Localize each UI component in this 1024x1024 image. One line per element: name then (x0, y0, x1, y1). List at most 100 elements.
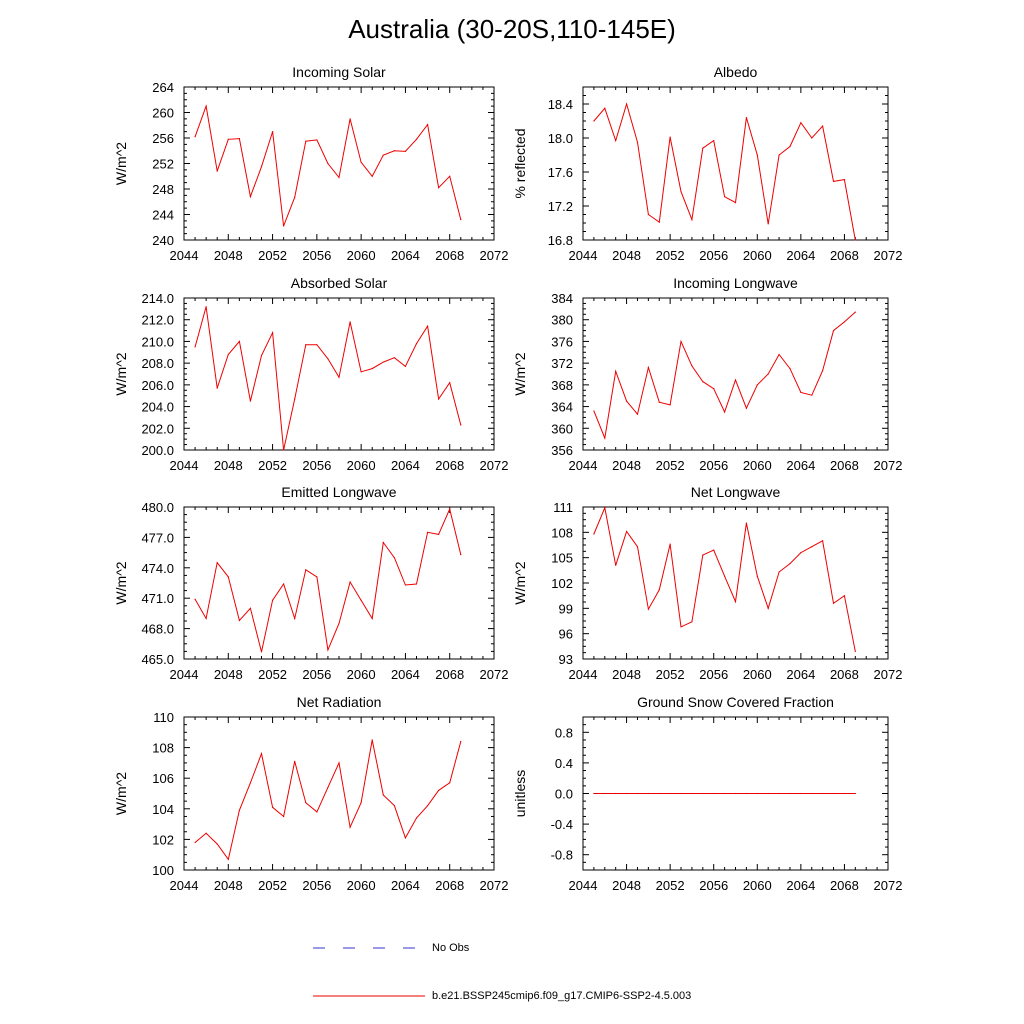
x-tick-label: 2044 (170, 458, 199, 473)
legend-model-label: b.e21.BSSP245cmip6.f09_g17.CMIP6-SSP2-4.… (432, 990, 692, 1002)
y-axis-label: W/m^2 (113, 772, 129, 815)
chart-panel: 2044 2048 2052 2056 2060 2064 2068 2072 465.0 468… (113, 484, 508, 682)
y-tick-label: 208.0 (141, 356, 174, 371)
data-point (789, 792, 791, 795)
data-point (800, 552, 802, 554)
data-point (294, 398, 296, 400)
data-point (854, 239, 856, 241)
data-point (371, 739, 373, 741)
data-point (449, 175, 451, 177)
x-tick-label: 2044 (569, 667, 598, 682)
data-point (604, 792, 606, 795)
data-point (691, 621, 693, 623)
data-point (734, 600, 737, 603)
data-point (702, 381, 704, 383)
data-point (194, 136, 196, 138)
plot-frame (183, 297, 495, 451)
x-tick-label: 2048 (612, 667, 641, 682)
x-tick-label: 2052 (258, 458, 287, 473)
x-tick-label: 2060 (743, 878, 772, 893)
data-point (283, 449, 285, 451)
data-point (194, 598, 196, 600)
data-point (822, 540, 824, 542)
y-axis-label: W/m^2 (113, 561, 129, 604)
data-point (449, 782, 451, 784)
data-point (724, 575, 726, 577)
data-point (382, 154, 384, 156)
data-point (216, 170, 218, 172)
data-point (745, 792, 747, 795)
y-tick-label: 105 (551, 551, 573, 566)
data-point (249, 607, 252, 609)
data-point (415, 343, 418, 345)
data-point (249, 782, 252, 784)
data-point (460, 554, 462, 556)
data-point (260, 354, 263, 357)
y-tick-label: 210.0 (141, 334, 174, 349)
data-point (615, 139, 617, 142)
data-point (294, 196, 296, 198)
data-point (789, 562, 791, 565)
data-point (724, 792, 726, 795)
legend-obs-label: No Obs (432, 942, 470, 954)
chart-panel: 2044 2048 2052 2056 2060 2064 2068 2072 100 102 10… (113, 694, 508, 893)
x-tick-label: 2060 (347, 667, 376, 682)
x-tick-label: 2048 (612, 878, 641, 893)
data-point (756, 154, 758, 156)
y-tick-label: 106 (152, 771, 174, 786)
data-point (327, 649, 329, 651)
series-line (194, 739, 462, 861)
chart-panel: 2044 2048 2052 2056 2060 2064 2068 2072 93 96 99 10… (512, 484, 902, 682)
y-tick-label: 256 (152, 131, 174, 146)
data-point (283, 225, 285, 227)
data-point (426, 325, 429, 327)
y-tick-label: 100 (152, 863, 174, 878)
data-point (371, 175, 373, 177)
data-point (767, 373, 769, 375)
data-point (216, 562, 218, 564)
x-tick-label: 2044 (569, 878, 598, 893)
data-point (593, 410, 595, 412)
data-point (360, 371, 362, 373)
data-point (702, 792, 704, 795)
data-point (756, 575, 758, 577)
y-tick-label: 202.0 (141, 421, 174, 436)
data-point (216, 843, 218, 845)
data-point (271, 131, 274, 133)
data-point (404, 837, 407, 839)
data-point (767, 223, 769, 225)
data-point (426, 805, 429, 807)
data-point (789, 145, 791, 148)
y-tick-label: 206.0 (141, 378, 174, 393)
data-point (767, 792, 769, 795)
series-line (593, 506, 856, 652)
x-tick-label: 2072 (480, 458, 509, 473)
data-point (625, 400, 628, 402)
data-point (854, 650, 856, 653)
plot-frame (582, 297, 889, 451)
data-point (449, 508, 451, 510)
data-point (832, 792, 835, 795)
x-tick-label: 2068 (435, 667, 464, 682)
data-point (227, 576, 229, 578)
chart-panel: 2044 2048 2052 2056 2060 2064 2068 2072 16.8 17.2… (512, 64, 902, 263)
plot-frame (582, 506, 889, 660)
data-point (382, 794, 384, 796)
data-point (260, 753, 263, 755)
data-point (460, 219, 462, 221)
data-point (216, 387, 218, 389)
data-point (260, 166, 263, 168)
data-point (778, 571, 780, 573)
data-point (625, 792, 628, 795)
x-tick-label: 2060 (743, 667, 772, 682)
y-tick-label: 99 (559, 601, 573, 616)
data-point (636, 141, 639, 143)
chart-panel: 2044 2048 2052 2056 2060 2064 2068 2072 356 360 36… (512, 275, 902, 473)
data-point (349, 581, 351, 583)
data-point (713, 549, 715, 551)
data-point (854, 792, 856, 795)
x-tick-label: 2064 (391, 667, 420, 682)
y-tick-label: 17.2 (548, 199, 573, 214)
data-point (822, 370, 824, 372)
